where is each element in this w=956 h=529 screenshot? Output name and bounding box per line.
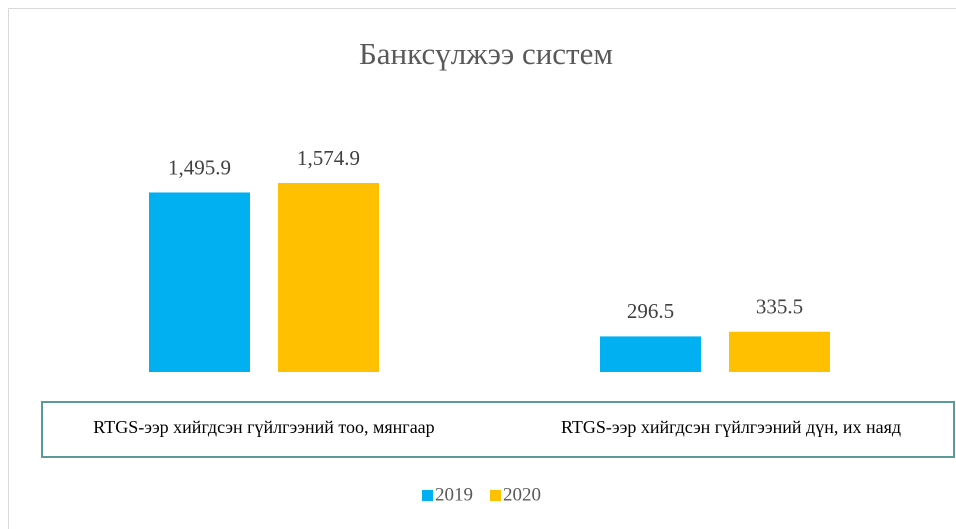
bar bbox=[149, 192, 250, 372]
bar bbox=[729, 331, 830, 372]
legend-swatch bbox=[422, 490, 433, 501]
x-tick-label: RTGS-ээр хийгдсэн гүйлгээний тоо, мянгаа… bbox=[93, 417, 434, 437]
legend-swatch bbox=[490, 490, 501, 501]
category-axis-box bbox=[41, 401, 955, 458]
legend-label: 2020 bbox=[503, 484, 541, 505]
data-label: 1,495.9 bbox=[168, 155, 231, 179]
data-label: 1,574.9 bbox=[297, 146, 360, 170]
data-label: 296.5 bbox=[627, 299, 674, 323]
bar bbox=[600, 336, 701, 372]
chart-title: Банксүлжээ систем bbox=[359, 36, 613, 71]
bar bbox=[278, 183, 379, 372]
legend-label: 2019 bbox=[435, 484, 473, 505]
chart-border bbox=[8, 8, 956, 529]
data-label: 335.5 bbox=[756, 295, 803, 319]
x-tick-label: RTGS-ээр хийгдсэн гүйлгээний дүн, их ная… bbox=[561, 417, 901, 437]
